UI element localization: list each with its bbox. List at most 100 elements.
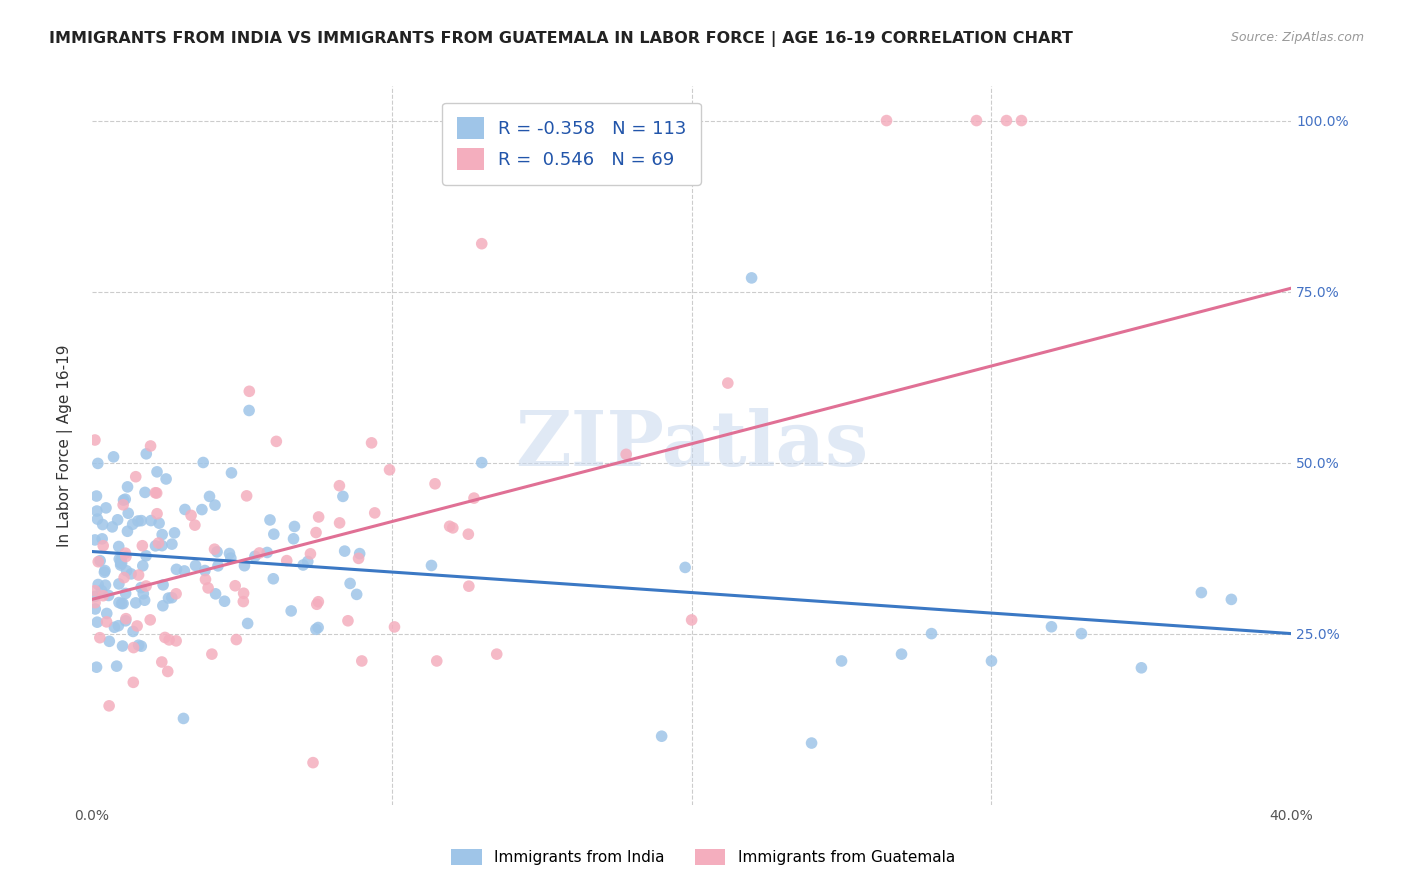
Point bbox=[233, 558, 256, 573]
Point bbox=[84, 596, 107, 610]
Point bbox=[84, 590, 107, 604]
Point bbox=[128, 568, 150, 582]
Point bbox=[131, 514, 153, 528]
Point bbox=[152, 578, 174, 592]
Point bbox=[131, 539, 153, 553]
Point bbox=[243, 549, 266, 564]
Point bbox=[107, 618, 129, 632]
Point bbox=[98, 698, 121, 713]
Point bbox=[204, 498, 226, 512]
Point bbox=[441, 521, 464, 535]
Point bbox=[214, 594, 236, 608]
Point bbox=[1011, 113, 1033, 128]
Point bbox=[122, 624, 145, 639]
Point bbox=[800, 736, 823, 750]
Point bbox=[107, 540, 129, 554]
Point bbox=[160, 591, 183, 605]
Point bbox=[87, 577, 110, 591]
Point bbox=[110, 597, 132, 611]
Point bbox=[364, 506, 387, 520]
Point bbox=[87, 555, 110, 569]
Point bbox=[283, 532, 305, 546]
Point bbox=[741, 271, 763, 285]
Point bbox=[328, 479, 350, 493]
Point bbox=[921, 626, 943, 640]
Point bbox=[90, 583, 112, 598]
Point bbox=[134, 593, 156, 607]
Point bbox=[86, 660, 108, 674]
Point bbox=[115, 612, 138, 626]
Point bbox=[160, 537, 183, 551]
Point bbox=[349, 547, 371, 561]
Point bbox=[426, 654, 449, 668]
Point bbox=[115, 549, 138, 564]
Point bbox=[135, 579, 157, 593]
Point bbox=[129, 581, 152, 595]
Point bbox=[457, 527, 479, 541]
Point bbox=[302, 756, 325, 770]
Point bbox=[1130, 661, 1153, 675]
Point bbox=[225, 632, 247, 647]
Point bbox=[262, 572, 284, 586]
Point bbox=[280, 604, 302, 618]
Point bbox=[114, 492, 136, 507]
Point bbox=[360, 435, 382, 450]
Point bbox=[329, 516, 352, 530]
Point bbox=[121, 517, 143, 532]
Point bbox=[198, 490, 221, 504]
Point bbox=[235, 489, 257, 503]
Text: Source: ZipAtlas.com: Source: ZipAtlas.com bbox=[1230, 31, 1364, 45]
Point bbox=[117, 524, 139, 539]
Point bbox=[114, 546, 136, 560]
Point bbox=[681, 613, 703, 627]
Point bbox=[238, 384, 260, 399]
Point bbox=[263, 527, 285, 541]
Point bbox=[129, 639, 152, 653]
Point bbox=[336, 614, 359, 628]
Point bbox=[146, 507, 169, 521]
Point bbox=[191, 502, 214, 516]
Legend: Immigrants from India, Immigrants from Guatemala: Immigrants from India, Immigrants from G… bbox=[444, 843, 962, 871]
Point bbox=[165, 633, 187, 648]
Point bbox=[423, 476, 446, 491]
Point bbox=[485, 647, 508, 661]
Point bbox=[378, 463, 401, 477]
Point bbox=[193, 455, 215, 469]
Point bbox=[173, 564, 195, 578]
Point bbox=[120, 566, 142, 581]
Point bbox=[110, 552, 132, 566]
Point bbox=[224, 579, 246, 593]
Point bbox=[84, 602, 107, 616]
Point bbox=[307, 595, 329, 609]
Point bbox=[105, 659, 128, 673]
Point bbox=[97, 589, 120, 603]
Point bbox=[204, 542, 226, 557]
Point bbox=[86, 489, 108, 503]
Point bbox=[471, 236, 494, 251]
Point bbox=[139, 514, 162, 528]
Point bbox=[194, 564, 217, 578]
Point bbox=[117, 506, 139, 520]
Point bbox=[87, 457, 110, 471]
Point bbox=[180, 508, 202, 523]
Point bbox=[150, 527, 173, 541]
Point bbox=[96, 615, 118, 629]
Point bbox=[384, 620, 406, 634]
Point bbox=[132, 558, 155, 573]
Point bbox=[259, 513, 281, 527]
Point bbox=[307, 620, 329, 634]
Point bbox=[86, 504, 108, 518]
Point bbox=[980, 654, 1002, 668]
Point bbox=[197, 581, 219, 595]
Point bbox=[152, 599, 174, 613]
Point bbox=[132, 587, 155, 601]
Point bbox=[333, 544, 356, 558]
Point bbox=[91, 532, 114, 546]
Point bbox=[148, 536, 170, 550]
Point bbox=[103, 450, 125, 464]
Point bbox=[135, 447, 157, 461]
Point bbox=[966, 113, 988, 128]
Point bbox=[350, 654, 373, 668]
Point bbox=[117, 480, 139, 494]
Y-axis label: In Labor Force | Age 16-19: In Labor Force | Age 16-19 bbox=[58, 344, 73, 547]
